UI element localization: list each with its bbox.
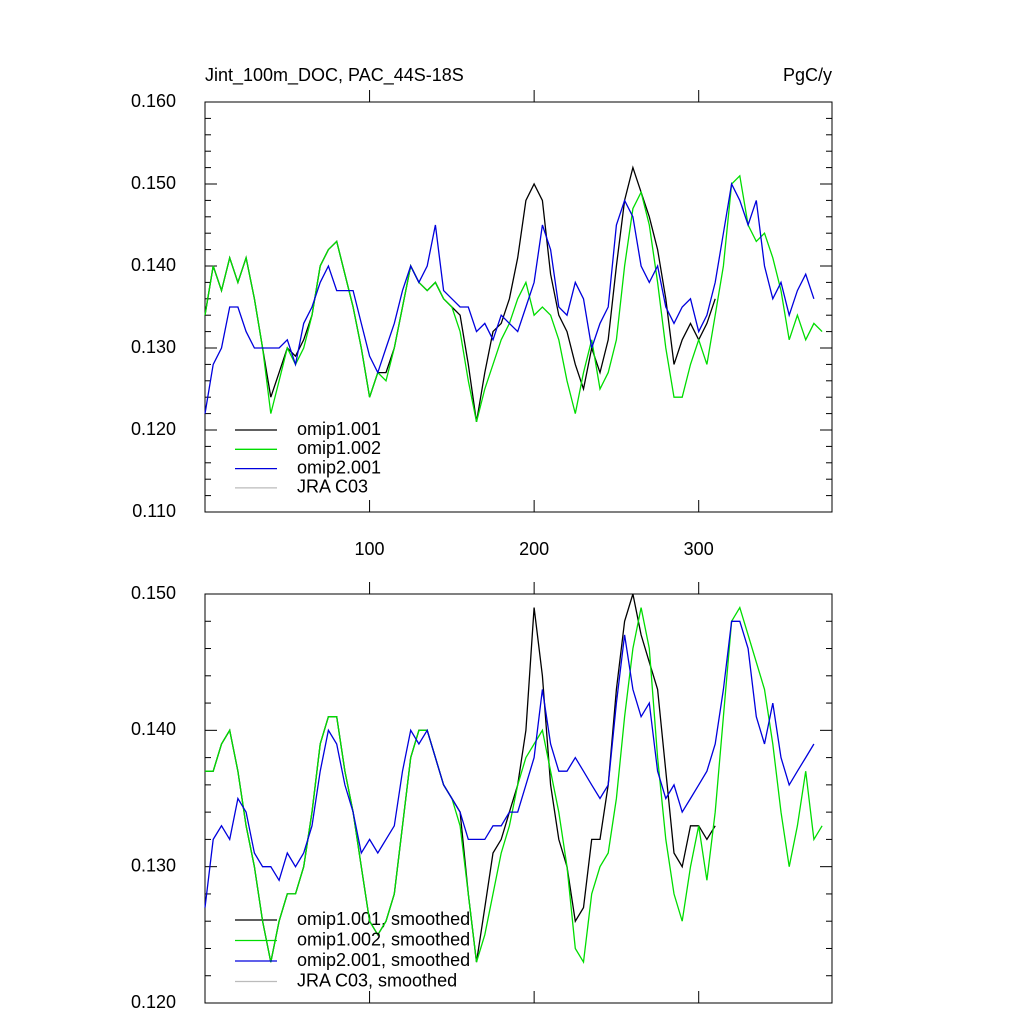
plot-frame (204, 593, 833, 1004)
legend-label: omip1.002, smoothed (297, 929, 470, 949)
units-label: PgC/y (783, 65, 832, 85)
y-tick-label: 0.150 (131, 583, 176, 603)
legend-label: JRA C03, smoothed (297, 970, 457, 990)
chart-title: Jint_100m_DOC, PAC_44S-18S (205, 65, 464, 86)
y-tick-label: 0.140 (131, 719, 176, 739)
legend-label: JRA C03 (297, 477, 368, 497)
plot-frame (204, 101, 833, 513)
y-tick-label: 0.120 (131, 992, 176, 1012)
legend-label: omip2.001 (297, 457, 381, 477)
y-tick-label: 0.110 (132, 501, 176, 521)
legend-label: omip1.001 (297, 419, 381, 439)
series-line (204, 174, 823, 422)
y-tick-label: 0.150 (131, 173, 176, 193)
legend-label: omip1.002 (297, 438, 381, 458)
series-line (204, 181, 815, 414)
legend-label: omip2.001, smoothed (297, 950, 470, 970)
legend-label: omip1.001, smoothed (297, 909, 470, 929)
y-tick-label: 0.120 (131, 419, 176, 439)
y-tick-label: 0.160 (131, 91, 176, 111)
y-tick-label: 0.130 (131, 337, 176, 357)
y-tick-label: 0.130 (131, 855, 176, 875)
x-tick-label: 300 (684, 539, 714, 559)
y-tick-label: 0.140 (131, 255, 176, 275)
series-line (204, 165, 716, 422)
x-tick-label: 200 (519, 539, 549, 559)
x-tick-label: 100 (355, 539, 385, 559)
series-line (204, 620, 815, 908)
